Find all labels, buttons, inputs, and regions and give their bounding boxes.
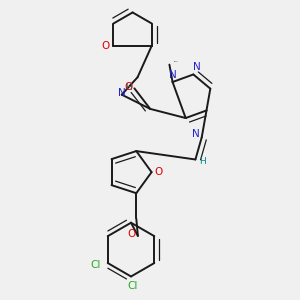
Text: N: N [191,129,199,139]
Text: O: O [101,41,110,51]
Text: N: N [118,88,126,98]
Text: H: H [125,83,132,92]
Text: O: O [124,82,132,92]
Text: Cl: Cl [128,281,138,291]
Text: O: O [154,167,163,177]
Text: Cl: Cl [91,260,101,270]
Text: N: N [169,70,176,80]
Text: O: O [128,229,136,239]
Text: H: H [199,157,206,166]
Text: N: N [193,62,200,73]
Text: methyl: methyl [174,61,179,62]
